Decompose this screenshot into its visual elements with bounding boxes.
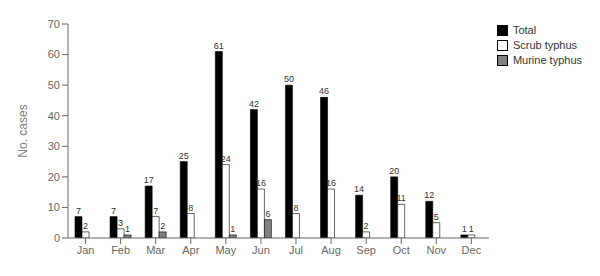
svg-text:Feb: Feb	[111, 244, 130, 256]
svg-text:Nov: Nov	[427, 244, 447, 256]
html-text:Total: Total	[512, 24, 537, 36]
svg-text:8: 8	[293, 203, 298, 213]
svg-text:20: 20	[48, 171, 60, 183]
svg-text:11: 11	[397, 193, 406, 203]
svg-text:16: 16	[326, 178, 336, 188]
svg-text:Jul: Jul	[289, 244, 303, 256]
svg-text:8: 8	[188, 203, 193, 213]
svg-text:1: 1	[469, 224, 474, 234]
svg-text:Jun: Jun	[252, 244, 270, 256]
svg-text:70: 70	[48, 18, 60, 30]
svg-text:7: 7	[153, 206, 158, 216]
svg-text:10: 10	[48, 201, 60, 213]
svg-text:14: 14	[354, 184, 364, 194]
svg-text:16: 16	[256, 178, 266, 188]
svg-text:1: 1	[230, 224, 235, 234]
svg-text:61: 61	[214, 41, 224, 51]
svg-text:50: 50	[48, 79, 60, 91]
svg-text:30: 30	[48, 140, 60, 152]
svg-text:42: 42	[249, 99, 259, 109]
svg-text:17: 17	[144, 175, 154, 185]
svg-text:7: 7	[111, 206, 116, 216]
svg-text:20: 20	[389, 166, 399, 176]
svg-text:6: 6	[265, 209, 270, 219]
svg-text:2: 2	[83, 221, 88, 231]
svg-text:5: 5	[434, 212, 439, 222]
svg-text:12: 12	[424, 190, 434, 200]
svg-text:46: 46	[319, 86, 329, 96]
svg-text:Oct: Oct	[393, 244, 410, 256]
svg-text:No. cases: No. cases	[16, 104, 30, 157]
svg-text:Aug: Aug	[321, 244, 341, 256]
html-text:Scrub typhus: Scrub typhus	[512, 39, 578, 51]
svg-text:50: 50	[284, 74, 294, 84]
svg-text:40: 40	[48, 110, 60, 122]
svg-text:Mar: Mar	[146, 244, 165, 256]
svg-text:1: 1	[125, 224, 130, 234]
svg-text:May: May	[215, 244, 236, 256]
svg-text:Apr: Apr	[182, 244, 199, 256]
svg-text:24: 24	[221, 154, 231, 164]
svg-text:0: 0	[54, 232, 60, 244]
svg-text:1: 1	[462, 224, 467, 234]
svg-text:3: 3	[118, 218, 123, 228]
svg-text:Dec: Dec	[462, 244, 482, 256]
svg-text:25: 25	[179, 151, 189, 161]
html-text:Murine typhus: Murine typhus	[512, 54, 582, 66]
svg-text:2: 2	[364, 221, 369, 231]
svg-text:60: 60	[48, 48, 60, 60]
svg-text:7: 7	[76, 206, 81, 216]
svg-text:Sep: Sep	[356, 244, 376, 256]
svg-text:Jan: Jan	[77, 244, 95, 256]
svg-text:2: 2	[160, 221, 165, 231]
